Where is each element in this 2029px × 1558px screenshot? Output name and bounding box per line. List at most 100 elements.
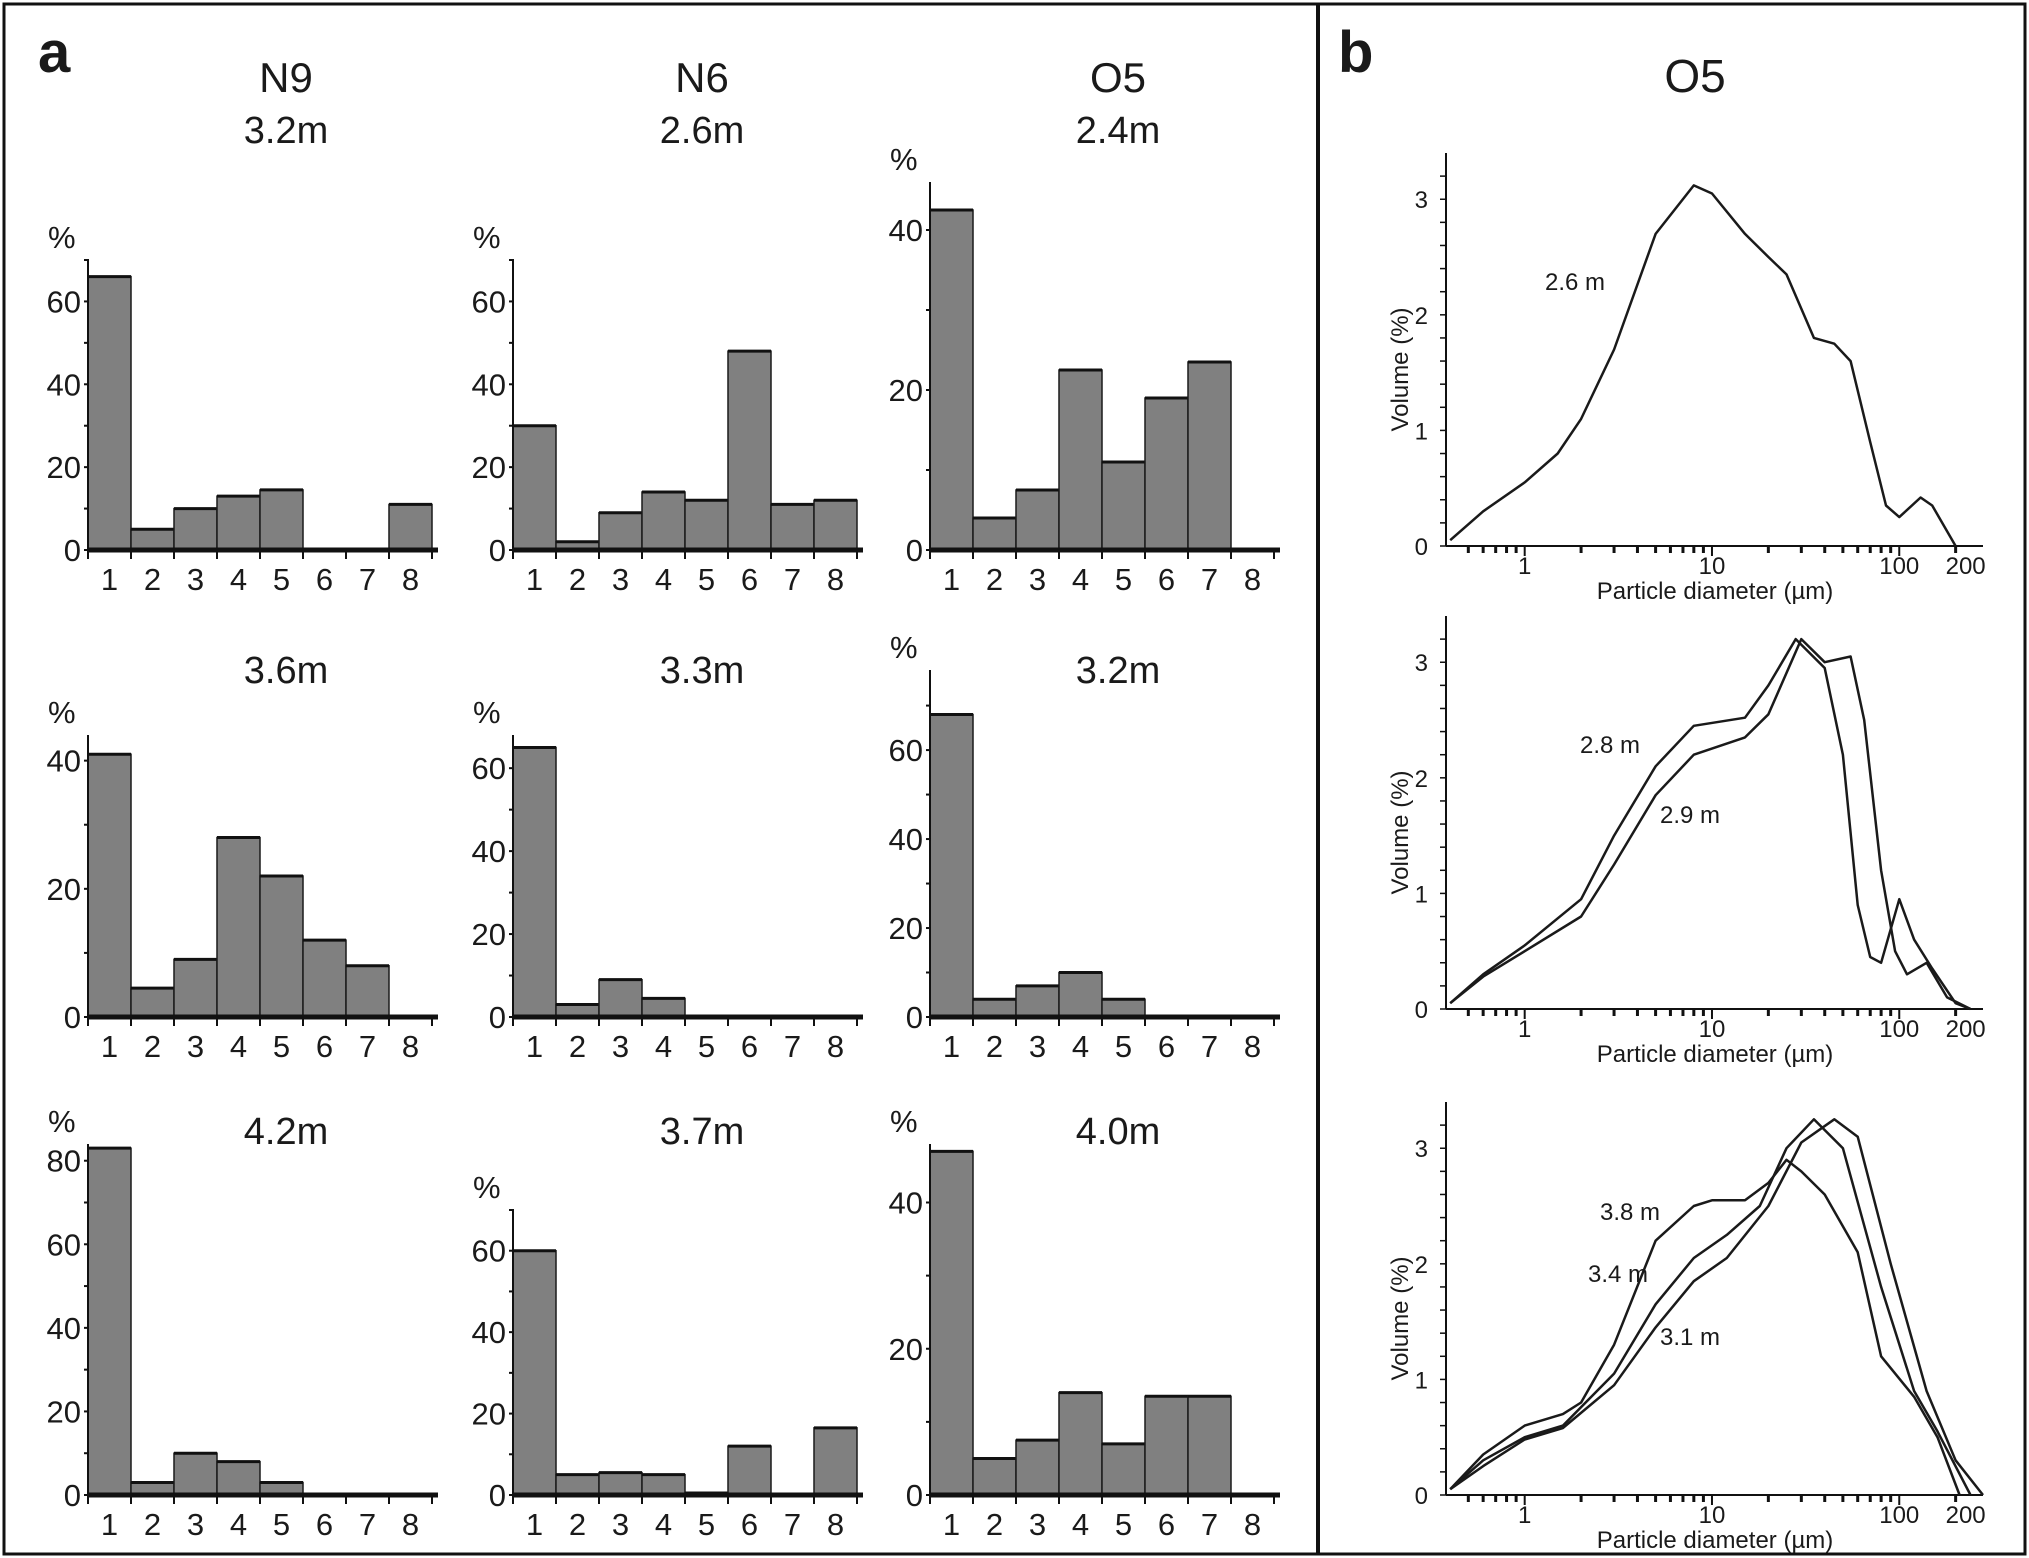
x-tick-label: 6 <box>741 562 758 597</box>
y-tick-label: 20 <box>472 1397 506 1432</box>
x-tick-label: 6 <box>316 1029 333 1064</box>
x-tick-label: 8 <box>827 562 844 597</box>
histogram-bar <box>1015 1439 1060 1496</box>
x-tick-label: 3 <box>187 562 204 597</box>
y-tick-label: 0 <box>906 1000 923 1035</box>
histogram-bar <box>641 997 686 1018</box>
x-tick-label: 1 <box>101 1507 118 1542</box>
x-tick-label: 2 <box>144 1029 161 1064</box>
histogram-bar <box>1144 397 1189 551</box>
y-tick-label: 3 <box>1415 1136 1428 1163</box>
histogram-bar <box>929 713 974 1018</box>
histogram-bar <box>173 1452 218 1496</box>
y-tick-label: 40 <box>472 367 506 402</box>
histogram-bar <box>641 1473 686 1496</box>
y-tick-label: 2 <box>1415 303 1428 330</box>
y-tick-label: 60 <box>472 284 506 319</box>
line-series-29m <box>1449 637 1972 1011</box>
x-tick-label: 5 <box>1115 1507 1132 1542</box>
histogram-bar <box>929 1150 974 1496</box>
x-tick-label: 5 <box>273 1507 290 1542</box>
y-tick-label: 0 <box>1415 534 1428 561</box>
histogram-bar <box>1187 361 1232 551</box>
x-tick-label: 1 <box>1518 553 1531 580</box>
x-tick-label: 200 <box>1946 1502 1986 1529</box>
x-tick-label: 4 <box>230 1507 247 1542</box>
histogram-bar <box>929 209 974 551</box>
y-tick-label: 2 <box>1415 766 1428 793</box>
histogram-bar <box>173 507 218 551</box>
y-tick-label: 40 <box>47 367 81 402</box>
y-tick-label: 0 <box>489 533 506 568</box>
y-axis-unit-label: % <box>890 630 918 665</box>
histogram-bar <box>972 998 1017 1018</box>
x-tick-label: 5 <box>698 1507 715 1542</box>
x-tick-label: 3 <box>187 1507 204 1542</box>
histogram-bar <box>216 836 261 1018</box>
x-tick-label: 5 <box>273 562 290 597</box>
y-tick-label: 60 <box>47 1227 81 1262</box>
y-tick-label: 80 <box>47 1144 81 1179</box>
x-tick-label: 1 <box>943 1507 960 1542</box>
panel-label-b: b <box>1338 20 1373 85</box>
histogram-bar <box>813 1427 858 1496</box>
y-axis-unit-label: % <box>473 220 501 255</box>
x-tick-label: 1 <box>101 1029 118 1064</box>
y-tick-label: 40 <box>889 822 923 857</box>
y-tick-label: 20 <box>472 450 506 485</box>
x-tick-label: 5 <box>1115 1029 1132 1064</box>
histogram-bar <box>173 958 218 1018</box>
x-tick-label: 2 <box>569 1507 586 1542</box>
x-tick-label: 3 <box>187 1029 204 1064</box>
x-tick-label: 7 <box>359 1029 376 1064</box>
histogram-depth-title: 3.2m <box>244 110 328 152</box>
x-tick-label: 7 <box>1201 562 1218 597</box>
x-tick-label: 2 <box>986 562 1003 597</box>
histogram-bar <box>1015 985 1060 1018</box>
x-tick-label: 1 <box>943 562 960 597</box>
histogram-bar <box>598 1471 643 1496</box>
x-tick-label: 4 <box>1072 1029 1089 1064</box>
y-tick-label: 40 <box>472 834 506 869</box>
histogram-bar <box>259 875 304 1018</box>
y-tick-label: 0 <box>1415 997 1428 1024</box>
x-tick-label: 6 <box>316 1507 333 1542</box>
x-tick-label: 8 <box>402 562 419 597</box>
y-axis-label: Volume (%) <box>1387 770 1414 894</box>
x-tick-label: 4 <box>1072 562 1089 597</box>
y-axis-unit-label: % <box>473 695 501 730</box>
x-tick-label: 3 <box>612 1507 629 1542</box>
y-tick-label: 1 <box>1415 418 1428 445</box>
histogram-depth-title: 4.2m <box>244 1111 328 1153</box>
x-tick-label: 6 <box>316 562 333 597</box>
histogram-bar <box>87 753 132 1018</box>
histogram-depth-title: 3.7m <box>660 1111 744 1153</box>
series-label: 2.9 m <box>1660 802 1720 829</box>
y-axis-unit-label: % <box>48 1104 76 1139</box>
x-tick-label: 4 <box>230 562 247 597</box>
x-tick-label: 1 <box>943 1029 960 1064</box>
histogram-bar <box>727 1445 772 1496</box>
y-tick-label: 20 <box>47 872 81 907</box>
y-tick-label: 0 <box>906 1478 923 1513</box>
y-tick-label: 20 <box>889 911 923 946</box>
x-tick-label: 5 <box>698 562 715 597</box>
y-tick-label: 60 <box>472 1234 506 1269</box>
x-tick-label: 4 <box>655 1029 672 1064</box>
histogram-bar <box>555 1473 600 1496</box>
histogram-bar <box>684 499 729 551</box>
histogram-depth-title: 3.6m <box>244 650 328 692</box>
y-tick-label: 0 <box>1415 1483 1428 1510</box>
histogram-depth-title: 2.6m <box>660 110 744 152</box>
histogram-bar <box>1101 1443 1146 1496</box>
x-tick-label: 4 <box>655 1507 672 1542</box>
x-tick-label: 2 <box>986 1029 1003 1064</box>
histogram-bar <box>727 350 772 551</box>
x-tick-label: 8 <box>827 1507 844 1542</box>
y-axis-unit-label: % <box>48 220 76 255</box>
x-tick-label: 10 <box>1699 1016 1726 1043</box>
histogram-bar <box>87 1147 132 1496</box>
x-tick-label: 100 <box>1879 1016 1919 1043</box>
column-title: N6 <box>675 54 729 101</box>
